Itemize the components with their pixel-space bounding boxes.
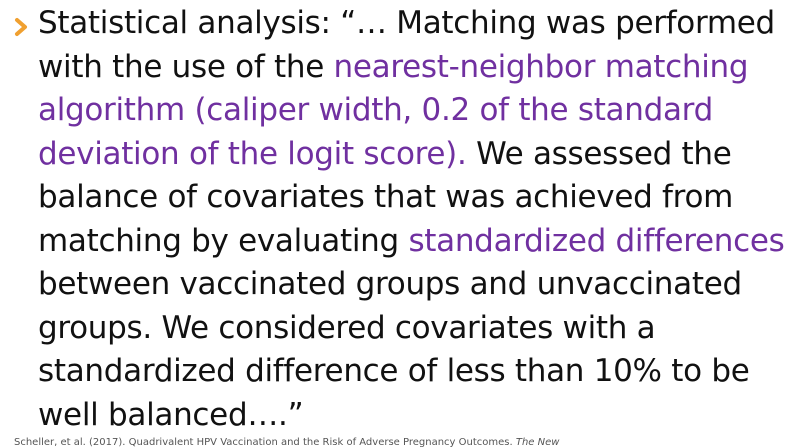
quote-line: balance of covariates that was achieved …: [38, 176, 788, 220]
quote-line: Statistical analysis: “… Matching was pe…: [38, 2, 788, 46]
highlighted-phrase: algorithm (caliper width, 0.2 of the sta…: [38, 92, 713, 128]
quote-text: Statistical analysis: “… Matching was pe…: [38, 2, 788, 437]
quote-fragment: groups. We considered covariates with a: [38, 309, 656, 346]
quote-fragment: standardized difference of less than 10%…: [38, 353, 750, 389]
citation-journal: The New: [515, 437, 560, 448]
quote-line: between vaccinated groups and unvaccinat…: [38, 263, 788, 307]
quote-line: matching by evaluating standardized diff…: [38, 220, 788, 264]
quote-fragment: with the use of the: [38, 48, 334, 85]
citation-text: Scheller, et al. (2017). Quadrivalent HP…: [14, 437, 516, 448]
quote-fragment: Statistical analysis: “… Matching was pe…: [38, 5, 775, 41]
quote-line: groups. We considered covariates with a: [38, 307, 788, 351]
quote-line: with the use of the nearest-neighbor mat…: [38, 46, 788, 90]
chevron-shape: [15, 18, 27, 36]
citation: Scheller, et al. (2017). Quadrivalent HP…: [14, 437, 559, 448]
quote-fragment: We assessed the: [466, 135, 732, 172]
quote-fragment: matching by evaluating: [38, 222, 409, 259]
quote-line: standardized difference of less than 10%…: [38, 350, 788, 394]
chevron-right-icon: [12, 16, 30, 38]
highlighted-phrase: deviation of the logit score).: [38, 135, 467, 172]
quote-line: deviation of the logit score). We assess…: [38, 133, 788, 177]
quote-fragment: between vaccinated groups and unvaccinat…: [38, 266, 742, 302]
highlighted-phrase: nearest-neighbor matching: [333, 48, 749, 85]
quote-fragment: well balanced….”: [38, 396, 304, 433]
highlighted-phrase: standardized differences: [408, 222, 785, 259]
quote-line: algorithm (caliper width, 0.2 of the sta…: [38, 89, 788, 133]
quote-line: well balanced….”: [38, 394, 788, 438]
quote-fragment: balance of covariates that was achieved …: [38, 179, 734, 215]
